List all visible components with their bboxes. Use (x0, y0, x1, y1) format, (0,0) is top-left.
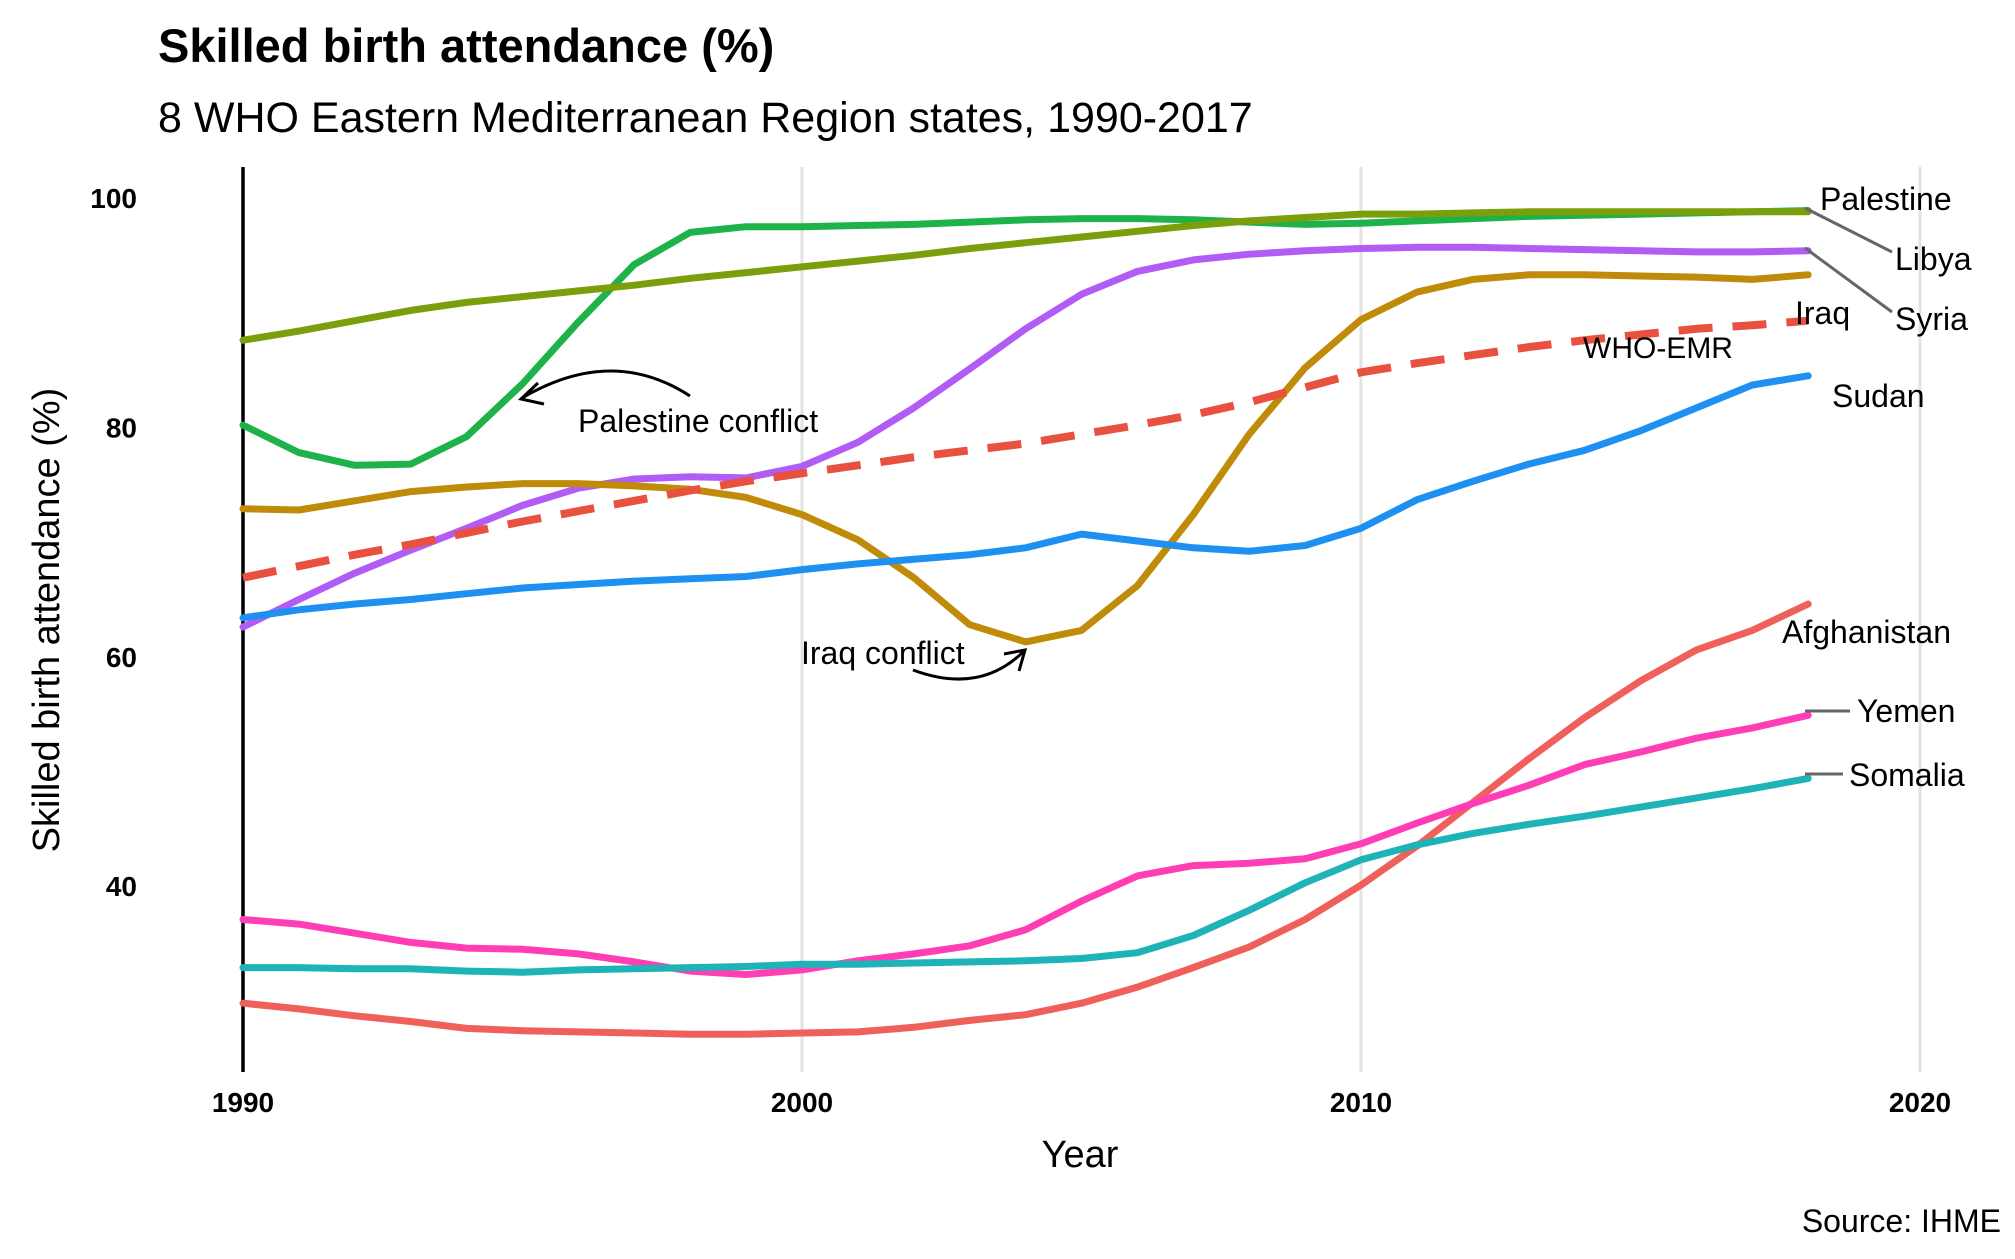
series-label-libya: Libya (1895, 241, 1972, 277)
y-tick-label-40: 40 (106, 871, 137, 902)
series-line-yemen (239, 711, 1812, 978)
series-label-iraq: Iraq (1795, 295, 1850, 331)
series-lines (239, 207, 1812, 1038)
annotation-palestine-arrowhead (517, 381, 545, 406)
x-tick-label-2010: 2010 (1330, 1087, 1392, 1118)
x-tick-label-1990: 1990 (212, 1087, 274, 1118)
x-tick-label-2020: 2020 (1889, 1087, 1951, 1118)
y-tick-label-80: 80 (106, 412, 137, 443)
series-label-somalia: Somalia (1849, 757, 1965, 793)
chart-subtitle: 8 WHO Eastern Mediterranean Region state… (158, 94, 1253, 142)
y-axis-title: Skilled birth attendance (%) (26, 388, 68, 853)
x-axis-title: Year (1042, 1134, 1119, 1176)
series-label-syria: Syria (1895, 301, 1968, 337)
label-connectors (1804, 206, 1893, 776)
gridlines (800, 167, 1922, 1072)
series-line-sudan (239, 372, 1812, 622)
series-label-yemen: Yemen (1857, 693, 1955, 729)
series-line-somalia (239, 774, 1812, 976)
annotation-palestine-conflict: Palestine conflict (578, 403, 818, 439)
source-caption: Source: IHME (1802, 1203, 2001, 1239)
series-line-libya (239, 208, 1812, 344)
series-label-who-emr: WHO-EMR (1583, 332, 1733, 365)
axis-ticks: 1990 2000 2010 2020 40 60 80 100 (90, 183, 1951, 1118)
annotation-iraq-arrowhead (1003, 648, 1028, 672)
annotation-iraq-arrow (912, 649, 1026, 681)
series-label-sudan: Sudan (1832, 378, 1925, 414)
series-line-syria (239, 243, 1812, 631)
series-label-palestine: Palestine (1820, 181, 1952, 217)
series-line-who-emr (242, 316, 1809, 582)
series-line-iraq (239, 271, 1812, 646)
connector-palestine-libya (1804, 206, 1893, 254)
annotation-palestine-arrow (521, 369, 691, 400)
series-line-palestine (239, 207, 1812, 469)
chart-title: Skilled birth attendance (%) (158, 19, 774, 72)
y-tick-label-100: 100 (90, 183, 137, 214)
y-tick-label-60: 60 (106, 642, 137, 673)
series-line-afghanistan (239, 600, 1812, 1038)
annotation-iraq-conflict: Iraq conflict (801, 635, 965, 671)
series-label-afghanistan: Afghanistan (1782, 614, 1951, 650)
x-tick-label-2000: 2000 (771, 1087, 833, 1118)
connector-syria (1804, 246, 1893, 314)
